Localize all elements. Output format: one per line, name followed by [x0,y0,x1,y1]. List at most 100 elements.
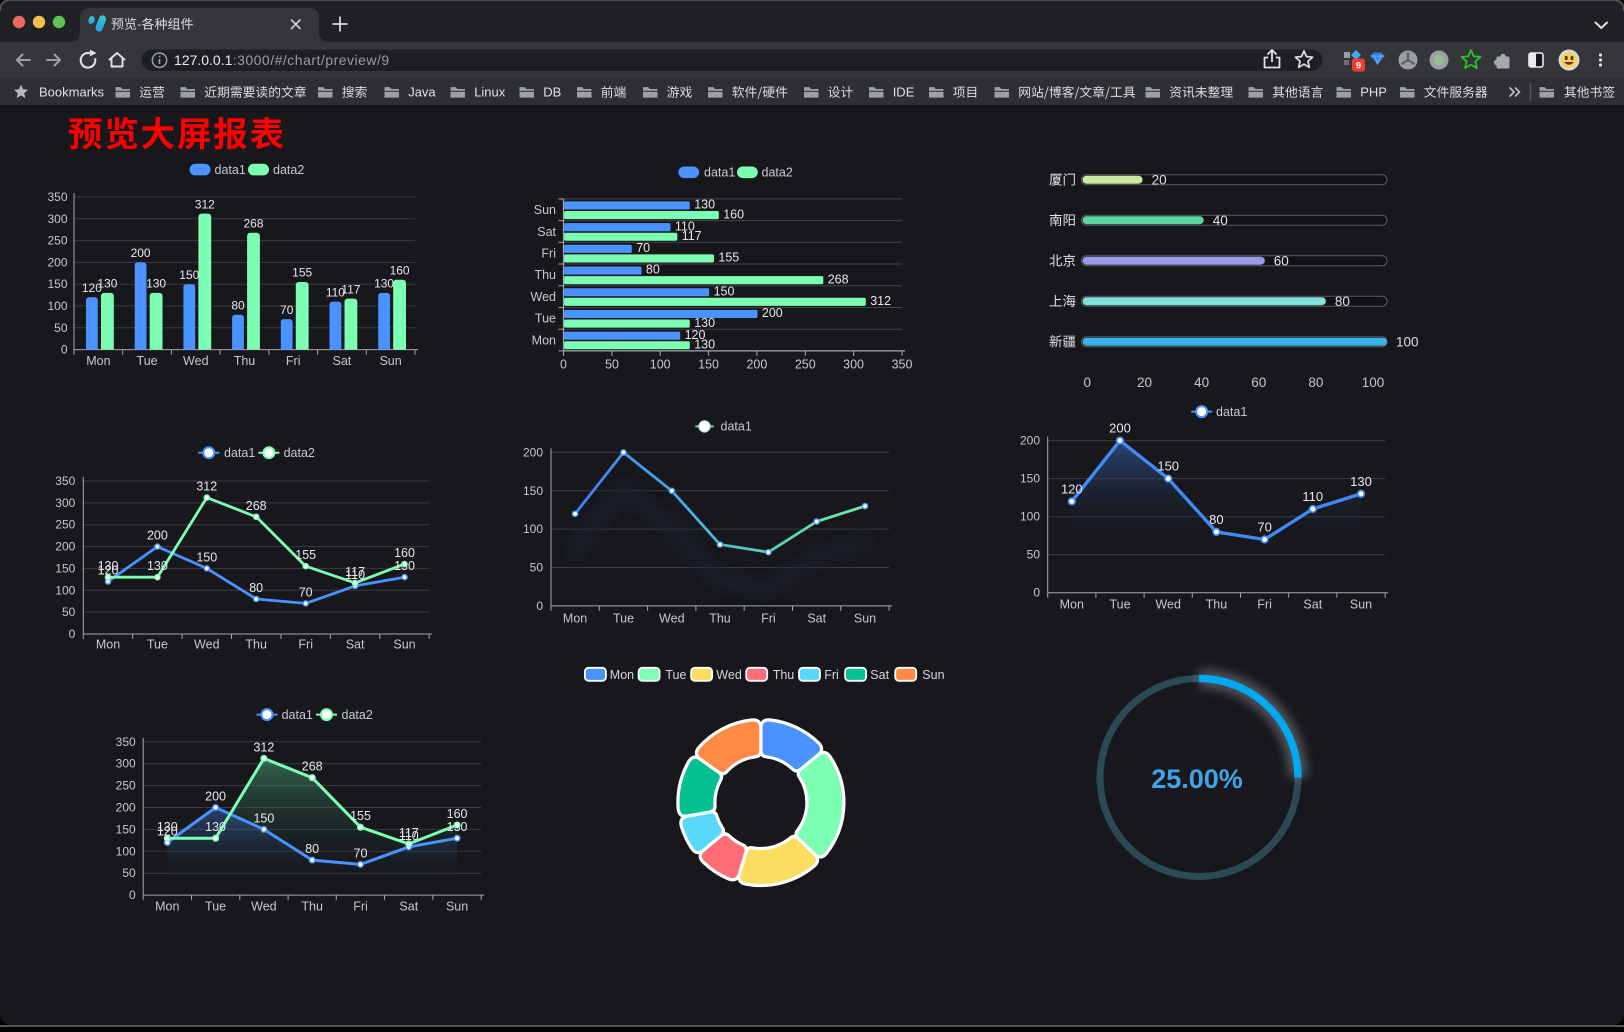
svg-text:120: 120 [98,564,119,578]
svg-text:Sun: Sun [854,612,876,626]
svg-text:Sun: Sun [446,900,468,914]
svg-text:268: 268 [246,499,267,513]
svg-text:350: 350 [116,735,136,749]
svg-text:70: 70 [354,846,368,860]
svg-text:110: 110 [675,219,695,233]
svg-text:117: 117 [341,282,360,296]
svg-text:0: 0 [1033,586,1040,600]
svg-text:100: 100 [650,358,671,372]
svg-text:300: 300 [55,496,75,510]
svg-text:Mon: Mon [96,638,120,652]
svg-text:100: 100 [1396,335,1419,350]
svg-text:0: 0 [129,888,136,902]
svg-text:130: 130 [1350,474,1372,489]
svg-text:Bookmarks: Bookmarks [39,85,105,100]
svg-text:Wed: Wed [251,900,277,914]
svg-text:Mon: Mon [532,333,556,347]
svg-text:Sat: Sat [537,225,556,239]
svg-text:data1: data1 [224,446,255,460]
svg-text:117: 117 [345,565,365,579]
svg-text:50: 50 [62,605,76,619]
svg-text:Sun: Sun [534,203,556,217]
svg-text:160: 160 [394,546,415,560]
svg-text:Sun: Sun [393,638,415,652]
svg-text:20: 20 [1137,375,1152,390]
svg-text:PHP: PHP [1360,85,1387,100]
svg-text:Fri: Fri [541,247,556,261]
svg-text:data1: data1 [1216,405,1247,419]
svg-text:Tue: Tue [613,612,634,626]
svg-text:80: 80 [249,581,263,595]
svg-text:200: 200 [55,540,75,554]
svg-text:80: 80 [646,263,660,277]
svg-text:60: 60 [1274,254,1289,269]
svg-text:150: 150 [47,277,67,291]
svg-text:100: 100 [47,299,67,313]
svg-text:268: 268 [243,217,263,231]
svg-text:268: 268 [302,760,323,774]
svg-text:data1: data1 [282,708,313,722]
svg-text:Tue: Tue [1109,597,1130,611]
svg-text:50: 50 [605,358,619,372]
svg-text:Sat: Sat [399,900,418,914]
svg-text:Sun: Sun [379,354,401,368]
svg-text:300: 300 [47,212,67,226]
svg-text:150: 150 [1157,459,1179,474]
svg-text:25.00%: 25.00% [1151,764,1243,794]
svg-text:Tue: Tue [205,900,226,914]
svg-text:350: 350 [892,358,913,372]
svg-text:20: 20 [1152,173,1167,188]
svg-text:Thu: Thu [709,612,731,626]
svg-text:350: 350 [55,474,75,488]
svg-text:100: 100 [523,522,543,536]
svg-text:117: 117 [399,826,419,840]
svg-text:155: 155 [292,266,312,280]
svg-text:110: 110 [399,829,419,843]
svg-text:data2: data2 [284,446,315,460]
svg-text:120: 120 [1061,481,1083,496]
svg-text:130: 130 [205,820,226,834]
svg-text:130: 130 [97,277,117,291]
svg-text:Thu: Thu [301,900,323,914]
svg-text:250: 250 [55,518,75,532]
svg-text:250: 250 [47,234,67,248]
svg-text:Tue: Tue [137,354,158,368]
svg-text:Mon: Mon [155,900,179,914]
svg-text:Mon: Mon [610,668,634,682]
svg-text:160: 160 [723,207,744,221]
svg-text:50: 50 [122,866,136,880]
svg-text:data2: data2 [762,166,793,180]
svg-text:Wed: Wed [659,612,685,626]
svg-text:200: 200 [131,246,151,260]
svg-text:80: 80 [231,298,245,312]
svg-text:312: 312 [196,480,217,494]
svg-text:117: 117 [682,229,702,243]
svg-text:Thu: Thu [234,354,256,368]
svg-text:300: 300 [843,358,864,372]
svg-text:Wed: Wed [531,290,557,304]
svg-text:Thu: Thu [245,638,267,652]
svg-text:0: 0 [61,343,68,357]
svg-text:Tue: Tue [147,638,168,652]
svg-text:312: 312 [195,197,215,211]
svg-text:200: 200 [523,445,543,459]
svg-text:110: 110 [345,568,365,582]
svg-text:60: 60 [1251,375,1266,390]
svg-text:130: 130 [374,277,394,291]
svg-text:300: 300 [116,757,136,771]
svg-text:80: 80 [1335,294,1350,309]
svg-text:Sun: Sun [1350,597,1372,611]
svg-text:200: 200 [1020,434,1040,448]
svg-text:Fri: Fri [298,638,313,652]
svg-text:data2: data2 [273,163,304,177]
svg-text:150: 150 [714,284,735,298]
svg-text:Sat: Sat [346,638,365,652]
svg-text:Mon: Mon [1060,597,1084,611]
svg-text:200: 200 [116,801,136,815]
svg-text:50: 50 [1027,548,1041,562]
svg-text:200: 200 [147,529,168,543]
svg-text:200: 200 [1109,421,1131,436]
svg-text:110: 110 [326,285,345,299]
svg-text:200: 200 [47,255,67,269]
svg-text:130: 130 [147,559,168,573]
